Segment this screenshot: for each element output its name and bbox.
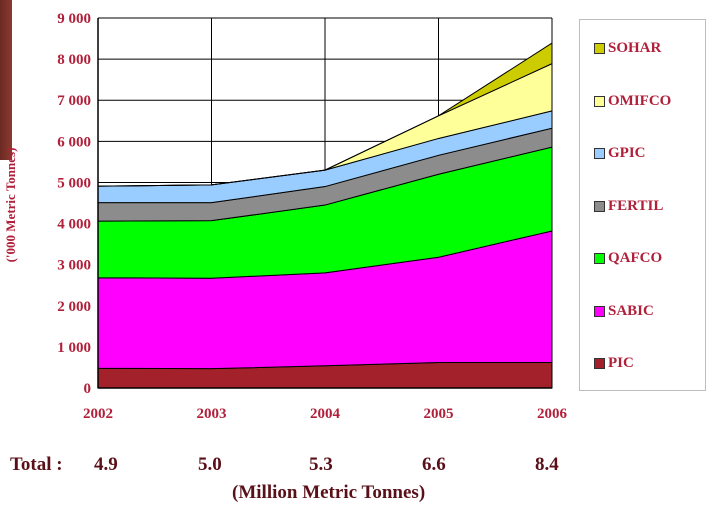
- y-tick-labels: 0 1 000 2 000 3 000 4 000 5 000 6 000 7 000 8 00…: [57, 11, 91, 397]
- legend-label: FERTIL: [608, 197, 664, 214]
- legend-label: OMIFCO: [608, 92, 672, 109]
- y-tick-label: 0: [84, 381, 92, 397]
- legend-swatch: [594, 305, 605, 317]
- legend-item-fertil: FERTIL: [594, 198, 663, 215]
- legend-swatch: [594, 200, 605, 212]
- y-tick-label: 6 000: [57, 134, 91, 150]
- legend-label: QAFCO: [608, 250, 663, 266]
- y-tick-label: 8 000: [57, 52, 91, 68]
- legend-swatch: [594, 253, 605, 264]
- legend-label: SOHAR: [608, 40, 662, 56]
- x-tick-label: 2002: [83, 406, 113, 422]
- legend: SOHAR OMIFCO GPIC FERTIL QAFCO SABIC PIC: [579, 19, 706, 391]
- totals-label: Total :: [10, 454, 63, 475]
- legend-item-omifco: OMIFCO: [594, 93, 671, 110]
- y-tick-label: 7 000: [57, 93, 91, 109]
- legend-swatch: [594, 148, 605, 159]
- total-value-2005: 6.6: [422, 454, 446, 475]
- x-tick-label: 2005: [424, 406, 454, 422]
- y-tick-label: 5 000: [57, 175, 91, 191]
- x-tick-labels: 2002 2003 2004 2005 2006: [83, 406, 568, 422]
- legend-swatch: [594, 95, 605, 107]
- y-tick-label: 2 000: [57, 299, 91, 315]
- y-axis-label: ('000 Metric Tonnes): [3, 148, 18, 263]
- stacked-area-chart: 0 1 000 2 000 3 000 4 000 5 000 6 000 7 000 8 00…: [3, 11, 568, 422]
- x-tick-label: 2004: [310, 406, 341, 422]
- totals-row: Total : 4.9 5.0 5.3 6.6 8.4: [0, 454, 710, 478]
- legend-item-pic: PIC: [594, 355, 634, 372]
- legend-label: PIC: [608, 355, 634, 371]
- y-tick-label: 9 000: [57, 11, 91, 27]
- total-value-2006: 8.4: [535, 454, 559, 475]
- total-value-2002: 4.9: [94, 454, 118, 475]
- y-tick-label: 4 000: [57, 217, 91, 233]
- legend-label: GPIC: [608, 145, 646, 161]
- area-series: [97, 42, 553, 389]
- units-footer: (Million Metric Tonnes): [232, 482, 426, 503]
- total-value-2004: 5.3: [309, 454, 333, 475]
- y-tick-label: 3 000: [57, 258, 91, 274]
- legend-item-sabic: SABIC: [594, 303, 654, 320]
- x-tick-label: 2003: [197, 406, 227, 422]
- legend-item-sohar: SOHAR: [594, 40, 661, 57]
- x-tick-label: 2006: [537, 406, 568, 422]
- legend-label: SABIC: [608, 302, 654, 319]
- y-tick-label: 1 000: [57, 340, 91, 356]
- axes: [97, 17, 553, 389]
- legend-swatch: [594, 43, 605, 54]
- legend-item-qafco: QAFCO: [594, 250, 662, 267]
- legend-swatch: [594, 358, 605, 369]
- total-value-2003: 5.0: [198, 454, 222, 475]
- decorative-edge-strip: [0, 0, 12, 160]
- legend-item-gpic: GPIC: [594, 145, 646, 162]
